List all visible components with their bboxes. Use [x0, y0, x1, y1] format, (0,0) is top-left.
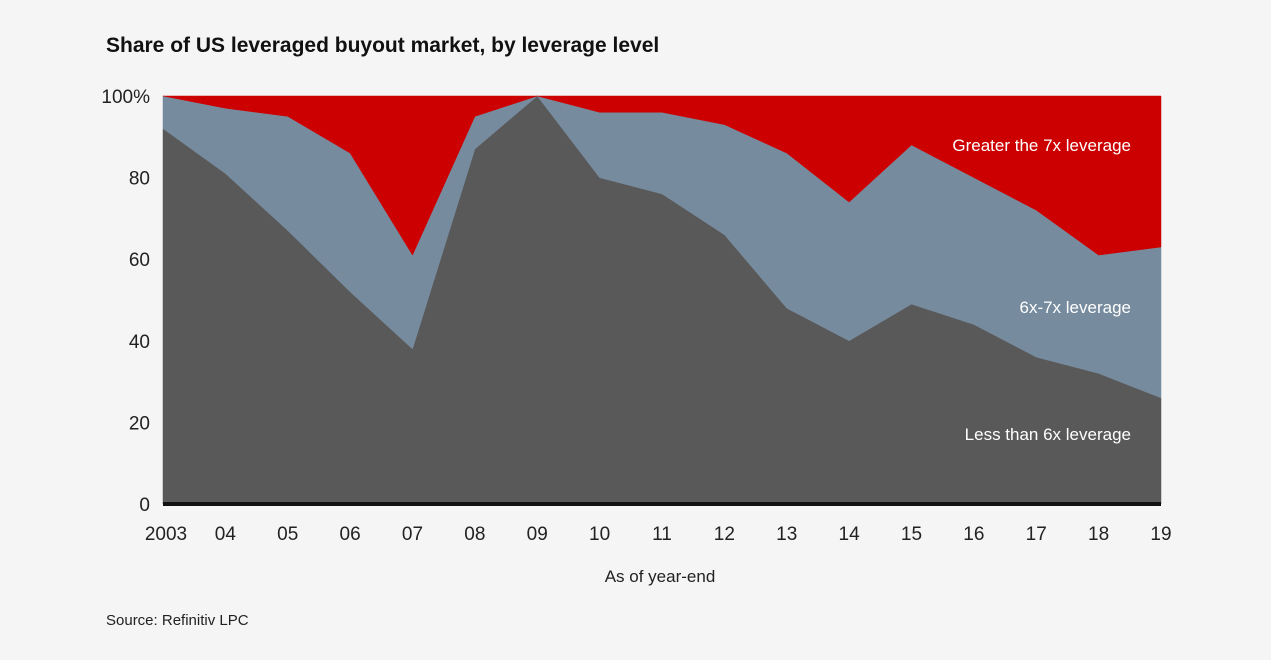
x-tick-label: 05 — [277, 524, 298, 545]
x-axis-label: As of year-end — [605, 567, 716, 586]
x-tick-label: 12 — [714, 524, 735, 545]
x-tick-label: 19 — [1150, 524, 1171, 545]
y-tick-label: 100% — [101, 87, 150, 108]
x-tick-label: 2003 — [145, 524, 187, 545]
x-tick-label: 17 — [1026, 524, 1047, 545]
x-tick-label: 08 — [464, 524, 485, 545]
x-tick-label: 16 — [963, 524, 984, 545]
area-greater-the-7x-leverage — [162, 95, 1162, 256]
y-tick-label: 60 — [129, 250, 150, 271]
x-tick-label: 07 — [402, 524, 423, 545]
area-layer — [162, 95, 1162, 505]
x-tick-label: 09 — [527, 524, 548, 545]
source-note: Source: Refinitiv LPC — [106, 612, 249, 629]
series-label: 6x-7x leverage — [1019, 298, 1131, 317]
x-tick-label: 18 — [1088, 524, 1109, 545]
chart-title: Share of US leveraged buyout market, by … — [106, 34, 660, 57]
y-tick-label: 0 — [139, 495, 150, 516]
y-tick-label: 80 — [129, 169, 150, 190]
x-tick-label: 10 — [589, 524, 610, 545]
series-labels: Less than 6x leverage 6x-7x leverage Great… — [952, 136, 1131, 444]
y-axis: 0 20 40 60 80 100% — [101, 87, 150, 516]
x-tick-label: 06 — [340, 524, 361, 545]
series-label: Less than 6x leverage — [965, 425, 1131, 444]
x-tick-label: 13 — [776, 524, 797, 545]
y-tick-label: 40 — [129, 332, 150, 353]
x-tick-label: 14 — [839, 524, 861, 545]
y-tick-label: 20 — [129, 413, 150, 434]
x-axis: 2003 04 05 06 07 08 09 10 11 12 13 14 15 16 17 18 19 — [145, 524, 1172, 545]
x-tick-label: 11 — [652, 524, 672, 545]
series-label: Greater the 7x leverage — [952, 136, 1131, 155]
x-tick-label: 15 — [901, 524, 922, 545]
x-tick-label: 04 — [215, 524, 237, 545]
